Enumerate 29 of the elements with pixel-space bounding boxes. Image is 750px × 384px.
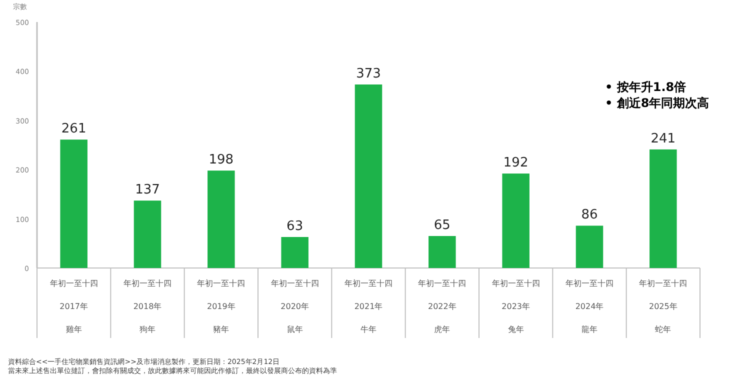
- category-label: 年初一至十四2021年牛年: [344, 279, 392, 334]
- bar: [281, 237, 308, 268]
- data-label: 261: [61, 122, 86, 137]
- data-label: 65: [434, 218, 450, 234]
- data-label: 86: [581, 208, 598, 223]
- category-label: 年初一至十四2018年狗年: [124, 279, 172, 334]
- category-label: 年初一至十四2025年蛇年: [639, 279, 688, 334]
- data-label: 63: [286, 219, 304, 234]
- bar: [60, 140, 88, 268]
- annotation: • 創近8年同期次高: [605, 96, 710, 110]
- category-label: 年初一至十四2022年虎年: [418, 279, 466, 334]
- category-label: 年初一至十四2017年雞年: [50, 279, 98, 334]
- data-label: 192: [503, 156, 528, 171]
- bar: [208, 170, 235, 268]
- data-label: 137: [135, 182, 160, 198]
- bar: [428, 236, 456, 268]
- bar: [502, 174, 530, 268]
- bar: [134, 200, 162, 268]
- data-label: 373: [356, 66, 381, 82]
- bar: [650, 149, 677, 268]
- bar: [576, 226, 604, 268]
- category-label: 年初一至十四2023年兔年: [492, 279, 540, 334]
- bar: [354, 84, 382, 268]
- data-label: 198: [208, 152, 234, 168]
- annotation: • 按年升1.8倍: [605, 80, 686, 94]
- category-label: 年初一至十四2024年龍年: [566, 279, 614, 334]
- category-label: 年初一至十四2020年鼠年: [270, 279, 319, 334]
- data-label: 241: [650, 131, 676, 146]
- category-label: 年初一至十四2019年豬年: [197, 279, 246, 334]
